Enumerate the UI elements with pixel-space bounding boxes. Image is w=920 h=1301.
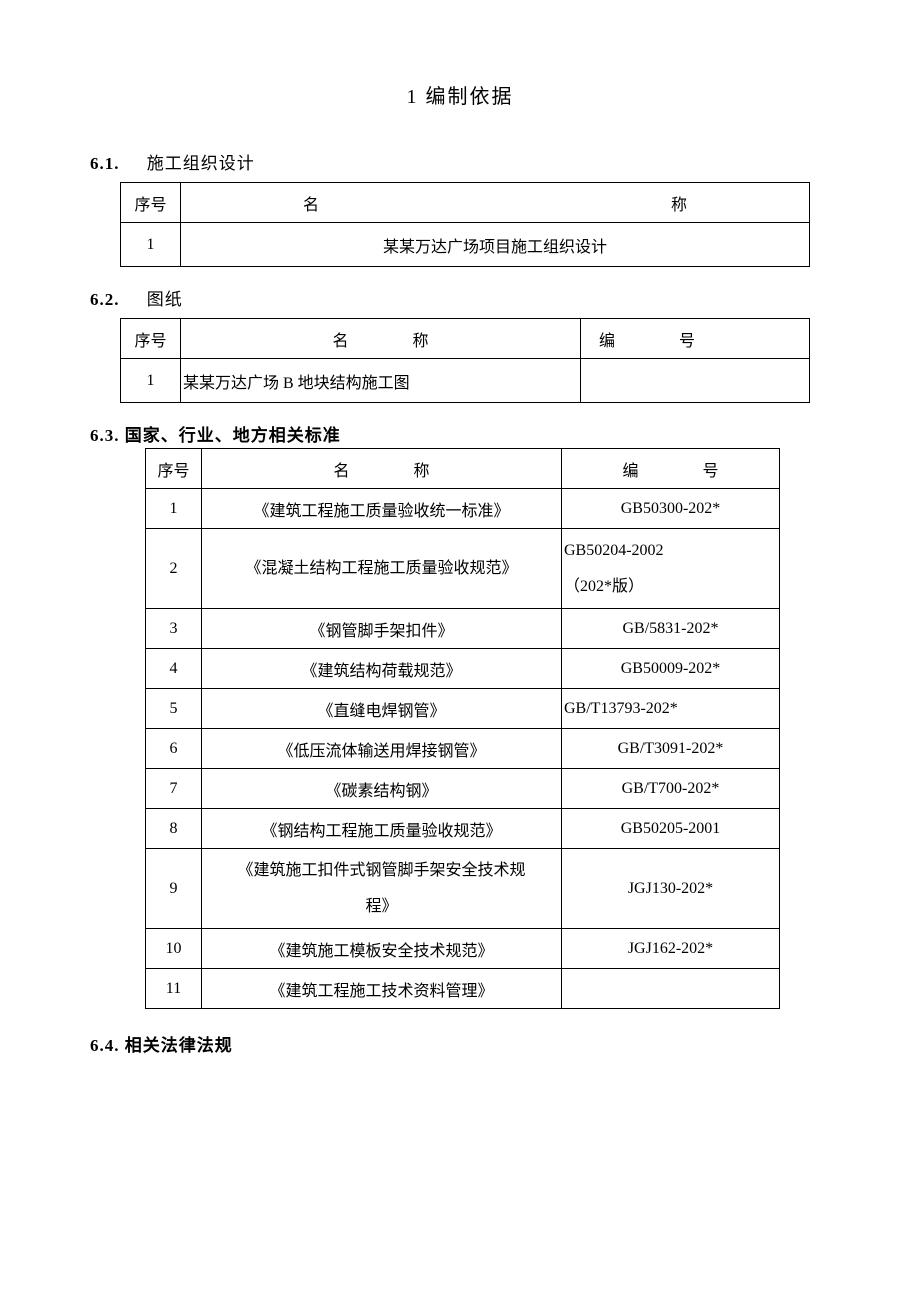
cell-seq: 4: [146, 649, 202, 689]
section-6-1-number: 6.1.: [90, 154, 120, 173]
section-6-3-number: 6.3.: [90, 426, 120, 445]
page-title: 1 编制依据: [90, 80, 830, 109]
table-row: 11《建筑工程施工技术资料管理》: [146, 969, 780, 1009]
cell-seq: 5: [146, 689, 202, 729]
table-row: 7《碳素结构钢》GB/T700-202*: [146, 769, 780, 809]
table-3-body: 1《建筑工程施工质量验收统一标准》GB50300-202*2《混凝土结构工程施工…: [146, 489, 780, 1009]
cell-name: 《建筑施工模板安全技术规范》: [202, 929, 562, 969]
section-6-3-text: 国家、行业、地方相关标准: [125, 426, 341, 445]
section-6-2-number: 6.2.: [90, 290, 120, 309]
col-num-header: 编号: [581, 319, 810, 359]
cell-name: 《低压流体输送用焊接钢管》: [202, 729, 562, 769]
col-name-header-a: 名: [333, 463, 349, 480]
col-name-header: 名称: [181, 319, 581, 359]
cell-num: JGJ130-202*: [562, 849, 780, 929]
col-num-header: 编号: [562, 449, 780, 489]
section-6-1-text: 施工组织设计: [147, 154, 255, 173]
cell-num: [562, 969, 780, 1009]
cell-seq: 1: [121, 223, 181, 267]
cell-num: JGJ162-202*: [562, 929, 780, 969]
cell-name: 《建筑工程施工质量验收统一标准》: [202, 489, 562, 529]
col-num-header-b: 号: [679, 333, 695, 350]
section-6-4-heading: 6.4. 相关法律法规: [90, 1031, 830, 1056]
table-row: 10《建筑施工模板安全技术规范》JGJ162-202*: [146, 929, 780, 969]
cell-seq: 7: [146, 769, 202, 809]
cell-name: 《直缝电焊钢管》: [202, 689, 562, 729]
section-6-1-heading: 6.1. 施工组织设计: [90, 149, 830, 174]
cell-name: 《建筑施工扣件式钢管脚手架安全技术规 程》: [202, 849, 562, 929]
cell-name: 某某万达广场项目施工组织设计: [181, 223, 810, 267]
cell-num: GB/T3091-202*: [562, 729, 780, 769]
col-name-header-b: 称: [413, 333, 429, 350]
cell-seq: 11: [146, 969, 202, 1009]
table-row: 序号 名称 编号: [146, 449, 780, 489]
cell-name: 《碳素结构钢》: [202, 769, 562, 809]
cell-name: 《建筑结构荷载规范》: [202, 649, 562, 689]
cell-num: GB50204-2002 （202*版）: [562, 529, 780, 609]
table-3: 序号 名称 编号 1《建筑工程施工质量验收统一标准》GB50300-202*2《…: [145, 448, 780, 1009]
cell-seq: 1: [121, 359, 181, 403]
cell-name: 《混凝土结构工程施工质量验收规范》: [202, 529, 562, 609]
cell-num: GB/T13793-202*: [562, 689, 780, 729]
section-6-3-heading: 6.3. 国家、行业、地方相关标准: [90, 421, 830, 446]
table-row: 1《建筑工程施工质量验收统一标准》GB50300-202*: [146, 489, 780, 529]
col-num-header-b: 号: [703, 463, 719, 480]
cell-name: 《钢结构工程施工质量验收规范》: [202, 809, 562, 849]
table-row: 6《低压流体输送用焊接钢管》GB/T3091-202*: [146, 729, 780, 769]
cell-seq: 8: [146, 809, 202, 849]
cell-name: 《钢管脚手架扣件》: [202, 609, 562, 649]
cell-num: [581, 359, 810, 403]
col-name-header-b: 称: [671, 197, 687, 214]
col-name-header-b: 称: [414, 463, 430, 480]
cell-seq: 6: [146, 729, 202, 769]
table-row: 4《建筑结构荷载规范》GB50009-202*: [146, 649, 780, 689]
cell-seq: 10: [146, 929, 202, 969]
col-num-header-a: 编: [622, 463, 638, 480]
table-row: 1 某某万达广场项目施工组织设计: [121, 223, 810, 267]
table-1: 序号 名称 1 某某万达广场项目施工组织设计: [120, 182, 810, 267]
cell-seq: 1: [146, 489, 202, 529]
cell-num: GB50300-202*: [562, 489, 780, 529]
table-2: 序号 名称 编号 1 某某万达广场 B 地块结构施工图: [120, 318, 810, 403]
cell-name: 某某万达广场 B 地块结构施工图: [181, 359, 581, 403]
col-name-header: 名称: [181, 183, 810, 223]
table-row: 2《混凝土结构工程施工质量验收规范》GB50204-2002 （202*版）: [146, 529, 780, 609]
cell-seq: 2: [146, 529, 202, 609]
table-row: 5《直缝电焊钢管》GB/T13793-202*: [146, 689, 780, 729]
section-6-4-text: 相关法律法规: [125, 1036, 233, 1055]
col-name-header: 名称: [202, 449, 562, 489]
cell-num: GB50009-202*: [562, 649, 780, 689]
cell-seq: 3: [146, 609, 202, 649]
cell-name: 《建筑工程施工技术资料管理》: [202, 969, 562, 1009]
section-6-4-number: 6.4.: [90, 1036, 120, 1055]
col-seq-header: 序号: [146, 449, 202, 489]
cell-num: GB/5831-202*: [562, 609, 780, 649]
col-name-header-a: 名: [303, 197, 319, 214]
section-6-2-heading: 6.2. 图纸: [90, 285, 830, 310]
cell-num: GB/T700-202*: [562, 769, 780, 809]
cell-num: GB50205-2001: [562, 809, 780, 849]
col-seq-header: 序号: [121, 319, 181, 359]
table-row: 序号 名称 编号: [121, 319, 810, 359]
table-row: 9《建筑施工扣件式钢管脚手架安全技术规 程》JGJ130-202*: [146, 849, 780, 929]
col-num-header-a: 编: [599, 333, 615, 350]
table-row: 3《钢管脚手架扣件》GB/5831-202*: [146, 609, 780, 649]
table-row: 序号 名称: [121, 183, 810, 223]
col-name-header-a: 名: [332, 333, 348, 350]
col-seq-header: 序号: [121, 183, 181, 223]
table-row: 8《钢结构工程施工质量验收规范》GB50205-2001: [146, 809, 780, 849]
section-6-2-text: 图纸: [147, 290, 183, 309]
table-row: 1 某某万达广场 B 地块结构施工图: [121, 359, 810, 403]
cell-seq: 9: [146, 849, 202, 929]
